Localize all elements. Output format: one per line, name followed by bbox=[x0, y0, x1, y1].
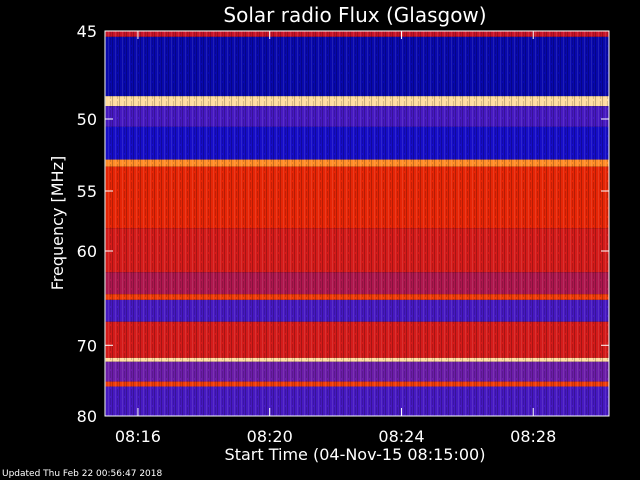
x-tick-label: 08:28 bbox=[510, 427, 556, 446]
y-tick-label: 55 bbox=[77, 182, 97, 201]
y-tick-label: 45 bbox=[77, 22, 97, 41]
chart-title: Solar radio Flux (Glasgow) bbox=[223, 3, 486, 27]
y-tick-label: 70 bbox=[77, 336, 97, 355]
y-tick-label: 50 bbox=[77, 110, 97, 129]
y-tick-label: 80 bbox=[77, 407, 97, 426]
plot-frame bbox=[104, 30, 610, 417]
y-tick-label: 60 bbox=[77, 242, 97, 261]
updated-timestamp: Updated Thu Feb 22 00:56:47 2018 bbox=[2, 469, 163, 479]
plot-area bbox=[105, 31, 609, 416]
x-tick-label: 08:20 bbox=[247, 427, 293, 446]
x-axis-label: Start Time (04-Nov-15 08:15:00) bbox=[225, 445, 486, 464]
x-tick-label: 08:16 bbox=[115, 427, 161, 446]
y-axis: 45 50 55 60 70 80 bbox=[77, 22, 609, 426]
y-axis-label: Frequency [MHz] bbox=[48, 156, 67, 290]
noise-overlay bbox=[105, 31, 609, 416]
x-tick-label: 08:24 bbox=[378, 427, 424, 446]
x-axis: 08:16 08:20 08:24 08:28 bbox=[115, 31, 556, 446]
